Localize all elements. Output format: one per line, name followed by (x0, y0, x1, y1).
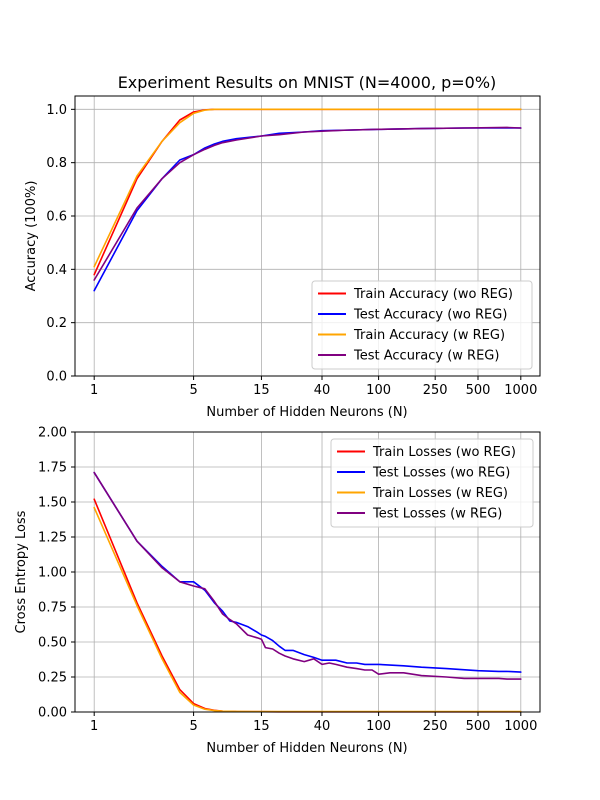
loss-y-tick-label: 1.50 (38, 496, 67, 511)
loss-y-tick-label: 2.00 (38, 426, 67, 441)
accuracy-chart-title: Experiment Results on MNIST (N=4000, p=0… (118, 73, 497, 92)
loss-x-tick-label: 100 (366, 719, 391, 734)
legend-label-train-losses-wo-reg: Train Losses (wo REG) (372, 445, 516, 460)
loss-ticks: 1 5 15 40 100 250 500 10000.000.250.500.751.001… (38, 426, 537, 735)
accuracy-x-tick-label: 1000 (504, 383, 537, 398)
accuracy-y-tick-label: 0.2 (46, 316, 67, 331)
accuracy-legend-box (311, 280, 533, 370)
loss-y-tick-label: 1.75 (38, 461, 67, 476)
accuracy-axes-frame (74, 95, 541, 377)
loss-y-axis-label: Cross Entropy Loss (14, 510, 29, 633)
accuracy-x-tick-label: 5 (189, 383, 197, 398)
loss-x-tick-label: 5 (189, 719, 197, 734)
loss-y-tick-label: 1.00 (38, 566, 67, 581)
series-line-test-accuracy-w-reg (93, 126, 522, 281)
loss-y-tick-label: 1.25 (38, 531, 67, 546)
accuracy-x-tick-label: 1 (90, 383, 98, 398)
legend-label-train-accuracy-wo-reg: Train Accuracy (wo REG) (353, 287, 513, 302)
accuracy-y-axis-label: Accuracy (100%) (24, 181, 39, 292)
legend-label-test-accuracy-wo-reg: Test Accuracy (wo REG) (353, 308, 507, 323)
loss-legend: Train Losses (wo REG) Test Losses (wo RE… (330, 438, 534, 528)
accuracy-x-axis-label: Number of Hidden Neurons (N) (206, 405, 407, 420)
loss-x-tick-label: 15 (253, 719, 270, 734)
accuracy-x-tick-label: 250 (423, 383, 448, 398)
accuracy-series (93, 108, 522, 292)
accuracy-y-tick-label: 0.4 (46, 263, 67, 278)
accuracy-x-tick-label: 40 (314, 383, 331, 398)
loss-chart: 1 5 15 40 100 250 500 10000.000.250.500.751.001… (14, 426, 541, 756)
accuracy-legend: Train Accuracy (wo REG) Test Accuracy (w… (311, 280, 533, 370)
loss-legend-box (330, 438, 534, 528)
accuracy-chart: Experiment Results on MNIST (N=4000, p=0… (24, 73, 541, 420)
legend-label-train-losses-w-reg: Train Losses (w REG) (372, 486, 508, 501)
accuracy-y-tick-label: 0.6 (46, 210, 67, 225)
legend-label-test-losses-wo-reg: Test Losses (wo REG) (372, 466, 510, 481)
legend-label-train-accuracy-w-reg: Train Accuracy (w REG) (353, 328, 505, 343)
loss-x-tick-label: 250 (423, 719, 448, 734)
loss-y-tick-label: 0.00 (38, 706, 67, 721)
accuracy-y-tick-label: 1.0 (46, 103, 67, 118)
loss-x-tick-label: 1000 (504, 719, 537, 734)
loss-y-tick-label: 0.75 (38, 601, 67, 616)
loss-y-tick-label: 0.25 (38, 671, 67, 686)
loss-x-tick-label: 40 (314, 719, 331, 734)
loss-x-tick-label: 1 (90, 719, 98, 734)
series-line-train-accuracy-w-reg (93, 108, 522, 268)
legend-label-test-accuracy-w-reg: Test Accuracy (w REG) (353, 349, 499, 364)
legend-label-test-losses-w-reg: Test Losses (w REG) (372, 507, 502, 522)
loss-y-tick-label: 0.50 (38, 636, 67, 651)
accuracy-y-tick-label: 0.0 (46, 370, 67, 385)
loss-x-axis-label: Number of Hidden Neurons (N) (206, 741, 407, 756)
series-line-test-losses-wo-reg (93, 471, 522, 673)
loss-x-tick-label: 500 (466, 719, 491, 734)
accuracy-x-tick-label: 15 (253, 383, 270, 398)
accuracy-y-tick-label: 0.8 (46, 156, 67, 171)
accuracy-x-tick-label: 500 (466, 383, 491, 398)
accuracy-x-tick-label: 100 (366, 383, 391, 398)
series-line-test-losses-w-reg (93, 471, 522, 680)
